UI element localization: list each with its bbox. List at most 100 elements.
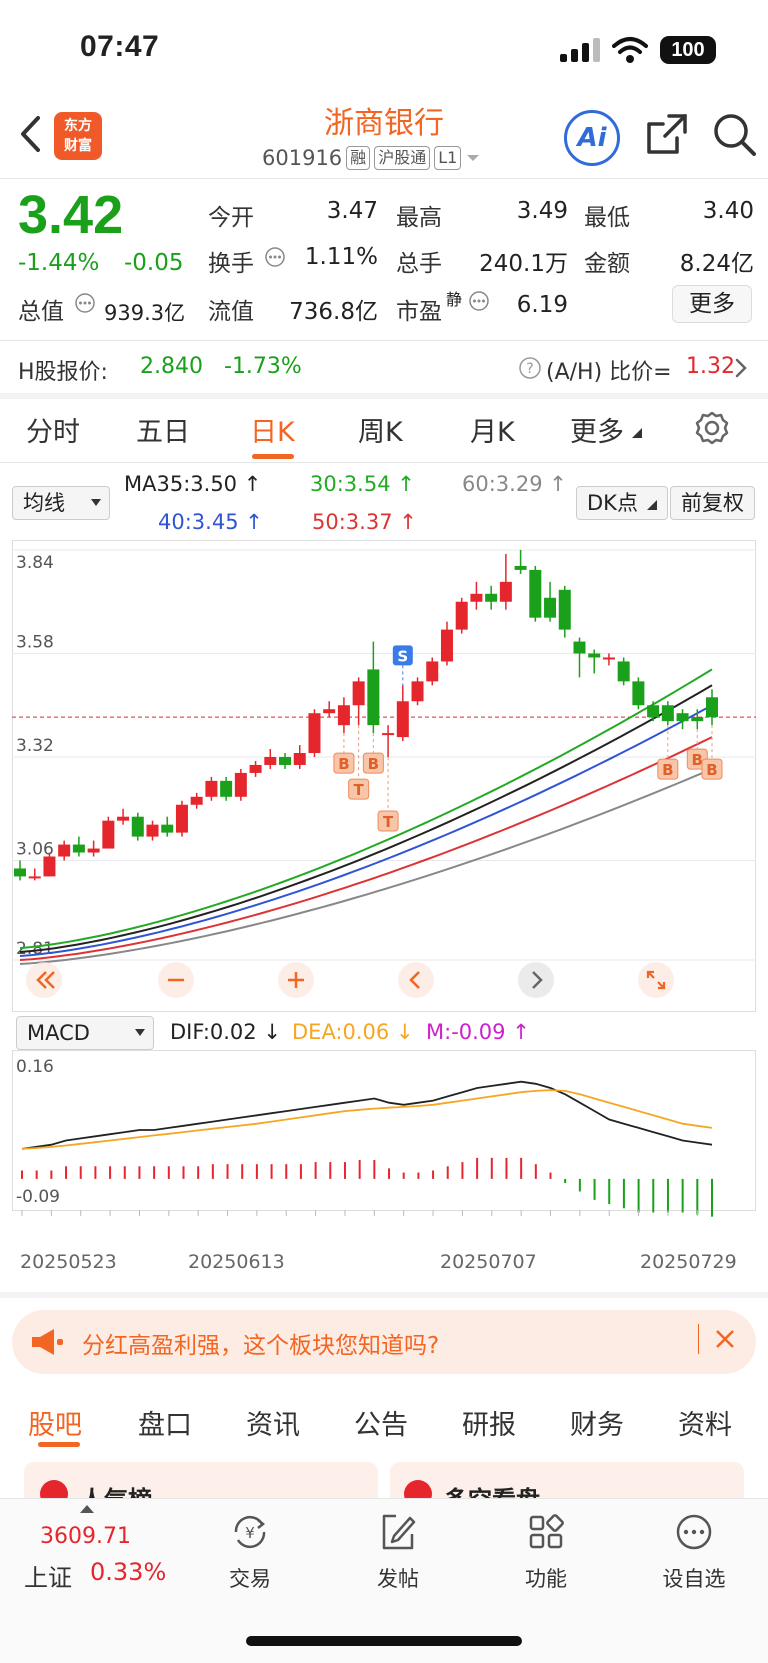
candle-body bbox=[117, 816, 130, 821]
candle-body bbox=[58, 844, 71, 857]
nav-add-watchlist[interactable]: 设自选 bbox=[634, 1510, 754, 1593]
high-value: 3.49 bbox=[516, 198, 568, 224]
tab-announcements[interactable]: 公告 bbox=[354, 1410, 408, 1441]
y-tick-label: 3.84 bbox=[16, 553, 54, 573]
candle-body bbox=[455, 601, 468, 630]
more-dots-icon bbox=[676, 1514, 712, 1550]
amount-label: 金额 bbox=[584, 251, 630, 277]
tab-more[interactable]: 更多 bbox=[570, 417, 624, 448]
info-icon[interactable] bbox=[468, 290, 490, 312]
zoom-in-icon[interactable] bbox=[276, 960, 316, 1000]
ma-line bbox=[19, 767, 713, 965]
divider bbox=[0, 462, 768, 463]
candle-body bbox=[87, 848, 100, 853]
signal-marker bbox=[333, 752, 355, 774]
search-icon[interactable] bbox=[712, 112, 758, 158]
h-share-label: H股报价: bbox=[18, 360, 108, 385]
indicator-select[interactable]: 均线 bbox=[12, 486, 110, 520]
stock-name[interactable]: 浙商银行 bbox=[324, 106, 444, 141]
candle-body bbox=[337, 705, 350, 726]
nav-post[interactable]: 发帖 bbox=[338, 1510, 458, 1593]
h-share-pct: -1.73% bbox=[224, 354, 302, 379]
chart-frame bbox=[12, 540, 756, 1012]
macd-chart[interactable]: 0.16 -0.09 bbox=[12, 1050, 756, 1240]
tab-profile[interactable]: 资料 bbox=[678, 1410, 732, 1441]
tab-financials[interactable]: 财务 bbox=[570, 1410, 624, 1441]
nav-trade[interactable]: ¥ 交易 bbox=[190, 1510, 310, 1593]
tab-news[interactable]: 资讯 bbox=[246, 1410, 300, 1441]
signal-marker bbox=[348, 778, 370, 800]
candle-body bbox=[308, 713, 321, 754]
open-value: 3.47 bbox=[326, 198, 378, 224]
signal-label: B bbox=[706, 761, 717, 779]
info-icon[interactable] bbox=[74, 292, 96, 314]
dk-point-label: DK点 bbox=[587, 491, 638, 515]
ma40-readout: 40:3.45 ↑ bbox=[158, 510, 263, 534]
scroll-right-icon[interactable] bbox=[516, 960, 556, 1000]
candle-body bbox=[279, 756, 292, 765]
index-pct[interactable]: 0.33% bbox=[90, 1558, 167, 1586]
signal-icon bbox=[560, 38, 600, 62]
candle-body bbox=[426, 661, 439, 682]
tab-five-day[interactable]: 五日 bbox=[136, 417, 190, 448]
tab-forum[interactable]: 股吧 bbox=[28, 1410, 82, 1441]
stock-code: 601916 bbox=[262, 146, 343, 170]
tab-monthly-k[interactable]: 月K bbox=[470, 417, 515, 448]
candle-body bbox=[14, 868, 26, 877]
candle-body bbox=[558, 589, 571, 630]
ma50-readout: 50:3.37 ↑ bbox=[312, 510, 417, 534]
open-label: 今开 bbox=[208, 205, 254, 231]
tab-order-book[interactable]: 盘口 bbox=[138, 1410, 192, 1441]
back-icon[interactable] bbox=[18, 114, 42, 154]
home-indicator[interactable] bbox=[246, 1636, 522, 1646]
section-gap bbox=[0, 1292, 768, 1298]
index-value[interactable]: 3609.71 bbox=[40, 1524, 131, 1549]
candle-body bbox=[411, 681, 424, 702]
tab-weekly-k[interactable]: 周K bbox=[358, 417, 403, 448]
low-label: 最低 bbox=[584, 205, 630, 231]
macd-select[interactable]: MACD bbox=[16, 1016, 154, 1050]
candle-body bbox=[161, 824, 174, 833]
adjust-button[interactable]: 前复权 bbox=[670, 486, 755, 520]
close-icon[interactable] bbox=[714, 1328, 736, 1350]
settings-icon[interactable] bbox=[694, 410, 730, 446]
fullscreen-icon[interactable] bbox=[636, 960, 676, 1000]
zoom-out-icon[interactable] bbox=[156, 960, 196, 1000]
megaphone-icon bbox=[32, 1329, 63, 1355]
dif-readout: DIF:0.02 ↓ bbox=[170, 1020, 281, 1044]
stock-code-row[interactable]: 601916 融 沪股通 L1 bbox=[262, 146, 481, 170]
ai-button[interactable]: Ai bbox=[564, 110, 620, 166]
scroll-left-double-icon[interactable] bbox=[24, 960, 64, 1000]
share-icon[interactable] bbox=[645, 112, 689, 156]
promo-banner[interactable] bbox=[12, 1310, 756, 1374]
candle-body bbox=[102, 820, 115, 849]
index-name[interactable]: 上证 bbox=[24, 1564, 72, 1592]
candle-body bbox=[588, 653, 601, 658]
ma35-readout: MA35:3.50 ↑ bbox=[124, 472, 262, 496]
candle-body bbox=[691, 717, 704, 722]
change-pct: -1.44% bbox=[18, 250, 100, 276]
nav-functions[interactable]: 功能 bbox=[486, 1510, 606, 1593]
tab-daily-k[interactable]: 日K bbox=[250, 417, 295, 448]
dk-point-button[interactable]: DK点 bbox=[576, 486, 668, 520]
signal-marker bbox=[377, 810, 399, 832]
tab-intraday[interactable]: 分时 bbox=[26, 417, 80, 448]
active-tab-indicator bbox=[38, 1442, 80, 1447]
candle-body bbox=[706, 697, 718, 718]
info-icon[interactable] bbox=[264, 246, 286, 268]
chevron-right-icon[interactable] bbox=[734, 358, 748, 378]
promo-text[interactable]: 分红高盈利强，这个板块您知道吗? bbox=[82, 1333, 440, 1359]
candle-body bbox=[647, 705, 660, 718]
tab-research[interactable]: 研报 bbox=[462, 1410, 516, 1441]
scroll-left-icon[interactable] bbox=[396, 960, 436, 1000]
candle-body bbox=[617, 661, 630, 682]
triangle-up-icon bbox=[80, 1505, 94, 1513]
candle-body bbox=[205, 780, 218, 797]
more-button[interactable]: 更多 bbox=[672, 285, 752, 323]
help-icon[interactable]: ? bbox=[518, 356, 542, 380]
turnover-label: 换手 bbox=[208, 251, 254, 277]
candle-body bbox=[43, 856, 56, 877]
date-label: 20250613 bbox=[188, 1251, 285, 1273]
amount-value: 8.24亿 bbox=[679, 251, 754, 277]
